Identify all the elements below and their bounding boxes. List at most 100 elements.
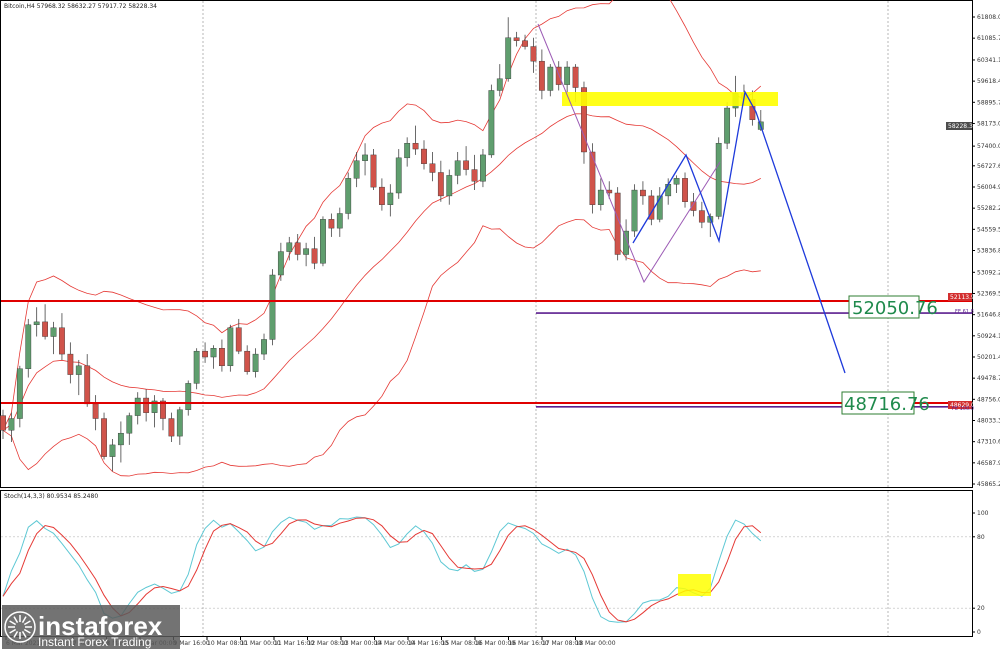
stoch-cross-highlight — [678, 574, 711, 596]
r2-value-label: 48629.02 — [950, 402, 979, 409]
purple-zigzag — [537, 23, 721, 284]
target2-box — [841, 391, 915, 415]
candle-body — [463, 160, 469, 170]
x-tick-label: 14 Mar 00:00 — [375, 640, 415, 647]
candle-body — [370, 154, 377, 188]
candle-body — [572, 66, 579, 88]
y-tick-label: 50201.40 — [977, 354, 1000, 361]
candle-body — [454, 160, 461, 176]
candle-body — [538, 60, 545, 91]
candle-body — [353, 160, 360, 179]
candle-body — [75, 365, 82, 375]
candle-body — [623, 230, 629, 255]
bollinger-bands — [2, 0, 762, 477]
candle-body — [25, 324, 32, 369]
candle-body — [362, 154, 368, 161]
x-tick-label: 11 Mar 16:00 — [274, 640, 314, 647]
candle-body — [176, 409, 183, 437]
candle-body — [16, 368, 23, 419]
osc-tick-label: 100 — [977, 510, 989, 517]
candle-body — [665, 183, 672, 197]
candle-body — [522, 40, 528, 47]
candle-body — [673, 178, 680, 185]
candle-body — [67, 353, 74, 375]
candle-body — [59, 327, 65, 355]
candle-body — [437, 172, 444, 197]
candle-body — [724, 107, 731, 144]
x-tick-label: 18 Mar 00:00 — [576, 640, 616, 647]
candle-body — [387, 192, 394, 205]
candle-body — [311, 248, 318, 264]
candle-body — [597, 189, 604, 205]
candle-body — [143, 397, 150, 413]
x-tick-label: 17 Mar 08:00 — [542, 640, 582, 647]
bb-upper-line — [2, 0, 762, 431]
logo-ray — [13, 616, 19, 624]
candle-body — [151, 400, 158, 413]
y-tick-label: 58173.00 — [977, 120, 1000, 127]
y-tick-label: 53092.20 — [977, 269, 1000, 276]
x-tick-label: 9 Mar 16:00 — [174, 640, 210, 647]
candle-body — [505, 37, 512, 79]
candle-body — [471, 169, 478, 182]
candle-body — [429, 163, 436, 173]
candle-body — [581, 87, 587, 153]
resistance-zone-highlight — [562, 92, 778, 106]
candle-body — [395, 157, 402, 194]
y-tick-label: 51646.80 — [977, 312, 1000, 319]
candle-body — [0, 415, 6, 431]
y-tick-label: 46587.90 — [977, 460, 1000, 467]
candle-body — [227, 327, 234, 367]
candle-body — [530, 46, 537, 62]
candle-body — [134, 397, 141, 416]
y-tick-label: 56004.90 — [977, 184, 1000, 191]
candle-body — [210, 348, 217, 358]
x-tick-label: 12 Mar 08:00 — [308, 640, 348, 647]
fe1-label: FE 61.8 — [955, 309, 974, 315]
r1-value-label: 52113.97 — [950, 294, 979, 301]
candle-body — [345, 178, 352, 214]
y-tick-label: 55282.20 — [977, 205, 1000, 212]
logo-ray — [21, 616, 27, 624]
stoch-k-line — [2, 516, 762, 623]
candle-body — [698, 210, 705, 223]
candle-body — [690, 201, 697, 211]
candle-body — [42, 321, 49, 337]
candle-body — [84, 365, 91, 405]
candle-body — [8, 418, 15, 431]
candle-body — [303, 248, 310, 255]
candle-body — [168, 418, 175, 437]
candle-body — [412, 142, 419, 150]
y-tick-label: 47310.60 — [977, 439, 1000, 446]
current-price-label: 58228.34 — [948, 123, 977, 130]
instaforex-watermark: instaforex Instant Forex Trading — [2, 605, 180, 649]
candle-body — [202, 350, 208, 358]
candle-body — [328, 219, 335, 229]
candle-body — [446, 175, 453, 197]
candle-body — [404, 142, 411, 159]
bb-lower-line — [2, 219, 761, 477]
candle-body — [269, 274, 276, 340]
y-tick-label: 50924.10 — [977, 333, 1000, 340]
blue-projection-line — [632, 90, 846, 374]
osc-tick-label: 80 — [977, 534, 985, 541]
candle-body — [286, 242, 293, 252]
candle-body — [547, 66, 554, 91]
logo-ray — [21, 630, 27, 638]
candle-body — [320, 219, 326, 264]
x-tick-label: 16 Mar 16:00 — [509, 640, 549, 647]
candle-body — [715, 142, 722, 217]
svg-text:instaforex: instaforex — [38, 611, 163, 641]
candle-body — [101, 418, 107, 457]
candle-body — [496, 78, 503, 91]
osc-header: Stoch(14,3,3) 80.9534 85.2480 — [4, 493, 98, 500]
osc-tick-label: 0 — [977, 629, 981, 636]
candle-body — [277, 251, 284, 276]
candle-body — [126, 415, 133, 434]
candle-body — [682, 178, 688, 202]
logo-ray — [23, 628, 31, 634]
y-tick-label: 54559.50 — [977, 226, 1000, 233]
current-price-box — [946, 122, 972, 130]
